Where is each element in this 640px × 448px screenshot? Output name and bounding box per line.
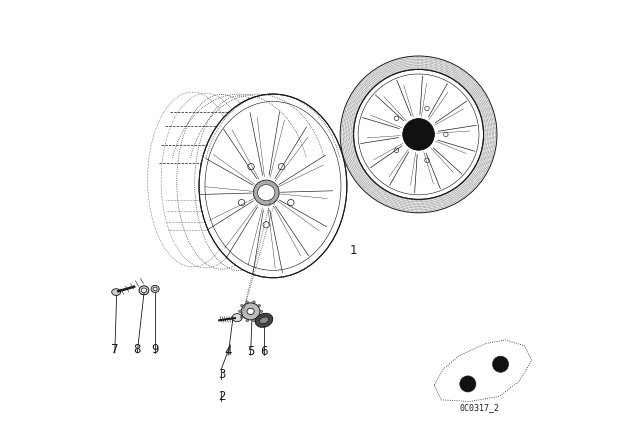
Ellipse shape xyxy=(403,119,435,150)
Text: 9: 9 xyxy=(152,343,159,356)
Ellipse shape xyxy=(253,319,255,322)
Ellipse shape xyxy=(247,308,254,314)
Ellipse shape xyxy=(232,314,242,322)
Ellipse shape xyxy=(241,305,243,307)
Ellipse shape xyxy=(246,319,248,322)
Circle shape xyxy=(460,376,476,392)
Ellipse shape xyxy=(354,69,484,199)
Text: 4: 4 xyxy=(225,345,232,358)
Ellipse shape xyxy=(258,316,260,318)
Text: 8: 8 xyxy=(134,343,141,356)
Text: 7: 7 xyxy=(111,343,118,356)
Text: 1: 1 xyxy=(350,244,357,258)
Ellipse shape xyxy=(246,301,248,303)
Ellipse shape xyxy=(241,316,243,318)
Ellipse shape xyxy=(141,288,147,293)
Ellipse shape xyxy=(139,286,149,295)
Ellipse shape xyxy=(258,305,260,307)
Ellipse shape xyxy=(239,310,241,313)
Ellipse shape xyxy=(403,119,435,150)
Ellipse shape xyxy=(255,313,273,327)
Ellipse shape xyxy=(340,56,497,213)
Ellipse shape xyxy=(151,285,159,293)
Ellipse shape xyxy=(112,289,121,296)
Ellipse shape xyxy=(260,310,262,313)
Text: 3: 3 xyxy=(218,367,225,381)
Text: 6: 6 xyxy=(260,345,268,358)
Text: 2: 2 xyxy=(218,390,225,403)
Circle shape xyxy=(493,356,509,372)
Text: 5: 5 xyxy=(247,345,254,358)
Ellipse shape xyxy=(253,180,279,205)
Ellipse shape xyxy=(259,317,269,324)
Ellipse shape xyxy=(258,185,275,201)
Ellipse shape xyxy=(253,301,255,303)
Ellipse shape xyxy=(199,94,347,278)
Ellipse shape xyxy=(153,287,157,291)
Ellipse shape xyxy=(241,303,260,320)
Text: 0C0317_2: 0C0317_2 xyxy=(459,403,499,412)
